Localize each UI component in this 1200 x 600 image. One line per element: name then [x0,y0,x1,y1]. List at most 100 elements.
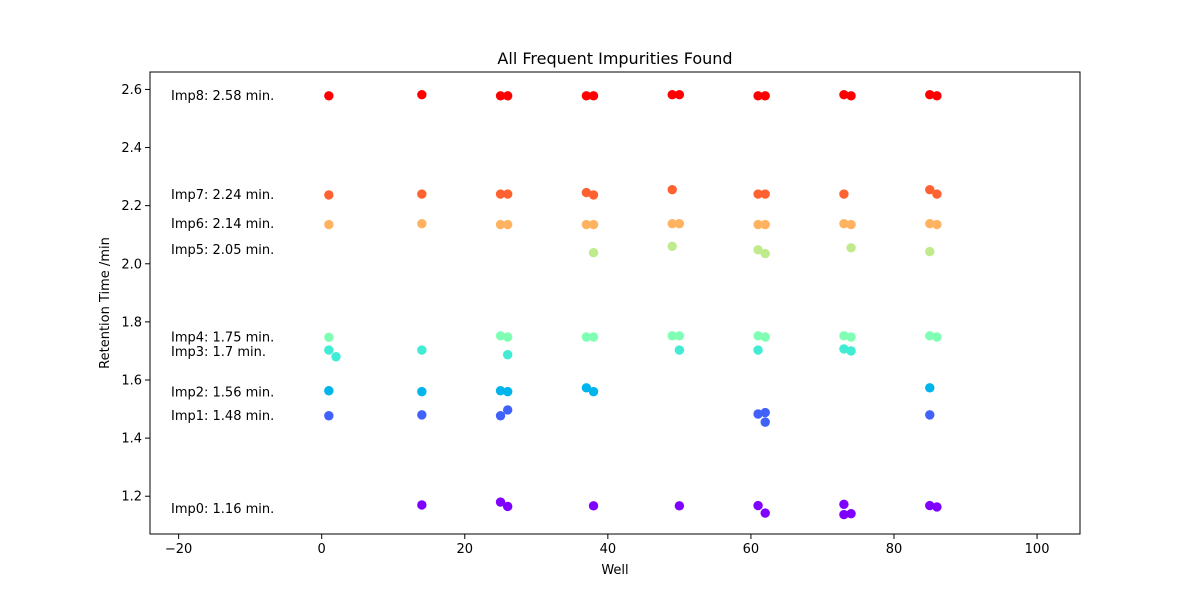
data-point [495,91,506,101]
impurity-labels: Imp0: 1.16 min. Imp1: 1.48 min. Imp2: 1.56… [171,89,274,517]
impurity-label: Imp6: 2.14 min. [171,217,274,232]
data-point [753,409,763,419]
y-tick-label: 2.4 [121,141,142,156]
impurity-label: Imp8: 2.58 min. [171,89,274,104]
data-point [324,91,334,101]
data-point [495,219,506,230]
data-point [417,218,427,229]
data-point [925,410,935,420]
data-point [925,184,935,195]
data-point [324,190,334,200]
data-point [588,501,599,511]
impurity-label: Imp5: 2.05 min. [171,243,274,258]
plot-area-frame [149,71,1081,535]
y-tick-label: 2.0 [121,257,142,272]
data-point [839,218,849,229]
data-point [331,352,341,362]
data-point [417,189,427,199]
impurity-label: Imp1: 1.48 min. [171,409,274,424]
data-point [417,386,427,397]
x-axis-label: Well [601,563,628,578]
data-point [846,243,856,253]
data-point [324,219,334,230]
data-point [502,501,513,512]
data-point [760,407,770,418]
data-point [839,89,849,100]
data-point [324,411,334,421]
data-point [925,383,935,393]
data-point [932,219,942,230]
data-point [581,332,592,342]
data-point [839,189,849,199]
data-point [839,344,849,354]
data-point [846,346,856,356]
data-point [753,331,763,341]
data-point [588,248,599,258]
data-point [674,89,685,100]
data-point [846,332,856,342]
data-point [674,501,685,511]
data-point [667,184,677,195]
impurity-label: Imp4: 1.75 min. [171,330,274,345]
data-point [667,241,677,252]
y-axis-ticks: 1.2 1.4 1.6 1.8 2.0 2.2 2.4 2.6 [121,83,150,505]
data-point [839,509,849,520]
y-tick-label: 1.2 [121,490,142,505]
data-point [502,91,513,101]
data-point [846,219,856,230]
data-point [588,332,599,342]
data-point [760,332,770,342]
data-point [753,245,763,255]
data-point [753,91,763,101]
x-tick-label: 40 [600,542,617,557]
data-point [760,189,770,199]
data-point [932,502,942,512]
data-point [324,332,334,342]
data-point [417,345,427,355]
x-tick-label: 0 [318,542,326,557]
data-point [674,345,685,355]
data-point [932,332,942,342]
data-point [846,91,856,101]
data-point [588,190,599,200]
data-point [925,246,935,257]
x-axis-ticks: −20 0 20 40 60 80 100 [165,534,1049,557]
data-point [417,410,427,420]
chart-title: All Frequent Impurities Found [497,49,732,68]
data-point [581,187,592,198]
data-points [324,89,942,520]
y-tick-label: 1.6 [121,374,142,389]
data-point [674,218,685,229]
data-point [495,497,506,507]
data-point [753,189,763,199]
data-point [588,386,599,397]
data-point [760,248,770,259]
data-point [925,500,935,511]
data-point [925,331,935,341]
data-point [932,189,942,199]
x-tick-label: 80 [886,542,903,557]
data-point [502,189,513,199]
impurity-label: Imp7: 2.24 min. [171,188,274,203]
impurity-label: Imp0: 1.16 min. [171,502,274,517]
y-tick-label: 1.8 [121,315,142,330]
data-point [925,218,935,229]
data-point [581,219,592,230]
data-point [581,91,592,101]
data-point [502,386,513,397]
data-point [839,499,849,510]
data-point [753,345,763,355]
data-point [588,91,599,101]
data-point [581,383,592,393]
data-point [667,331,677,341]
x-tick-label: 60 [743,542,760,557]
data-point [753,219,763,230]
y-axis-label: Retention Time /min [98,237,113,369]
data-point [502,405,513,415]
data-point [502,332,513,342]
data-point [667,89,677,100]
data-point [760,91,770,101]
impurity-label: Imp3: 1.7 min. [171,345,266,360]
data-point [417,500,427,510]
